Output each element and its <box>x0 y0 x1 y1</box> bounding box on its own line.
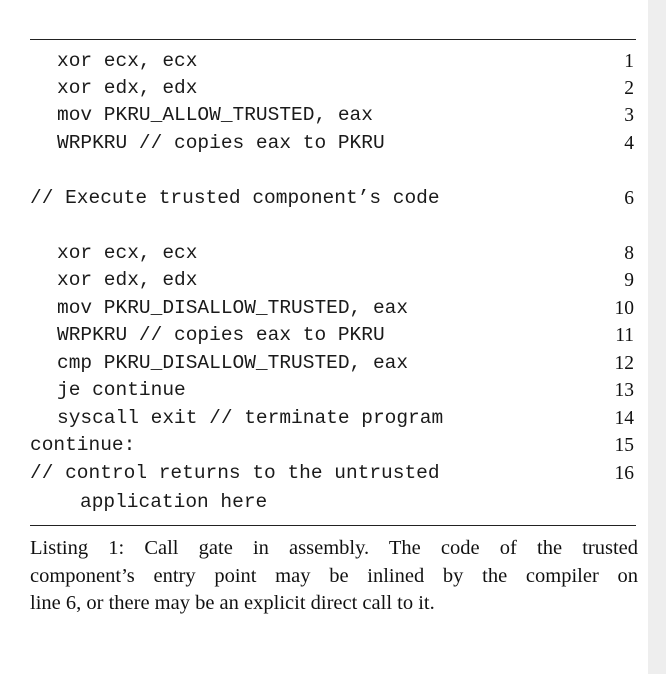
paper-page: xor ecx, ecx 1 xor edx, edx 2 mov PKRU_A… <box>0 39 648 618</box>
code-text: xor edx, edx <box>57 77 198 99</box>
code-comment: // Execute trusted component’s code <box>30 187 440 209</box>
code-line-4: WRPKRU // copies eax to PKRU 4 <box>0 130 648 157</box>
code-line-13: je continue 13 <box>0 377 648 404</box>
code-label: continue: <box>30 434 136 456</box>
code-line-14: syscall exit // terminate program 14 <box>0 405 648 432</box>
line-number: 10 <box>614 298 635 319</box>
line-number: 14 <box>614 408 635 429</box>
line-number: 6 <box>624 188 634 209</box>
code-line-6: // Execute trusted component’s code 6 <box>0 185 648 212</box>
code-line-15: continue: 15 <box>0 432 648 459</box>
line-number: 2 <box>624 78 634 99</box>
code-text: mov PKRU_DISALLOW_TRUSTED, eax <box>57 297 409 319</box>
code-text: xor edx, edx <box>57 269 198 291</box>
code-line-12: cmp PKRU_DISALLOW_TRUSTED, eax 12 <box>0 350 648 377</box>
caption-line: Listing 1: Call gate in assembly. The co… <box>30 537 638 559</box>
listing-top-rule <box>30 39 636 40</box>
code-line-2: xor edx, edx 2 <box>0 75 648 102</box>
code-comment: // control returns to the untrusted <box>30 462 440 484</box>
code-text: syscall exit // terminate program <box>57 407 444 429</box>
code-text: xor ecx, ecx <box>57 50 198 72</box>
line-number: 13 <box>614 380 635 401</box>
line-number: 8 <box>624 243 634 264</box>
caption-line: line 6, or there may be an explicit dire… <box>30 592 435 614</box>
page-edge <box>648 0 666 674</box>
line-number: 3 <box>624 105 634 126</box>
code-line-8: xor ecx, ecx 8 <box>0 240 648 267</box>
code-text: je continue <box>57 379 186 401</box>
code-text: WRPKRU // copies eax to PKRU <box>57 324 385 346</box>
code-line-16-continued: application here <box>0 489 648 516</box>
code-line-9: xor edx, edx 9 <box>0 267 648 294</box>
code-line-10: mov PKRU_DISALLOW_TRUSTED, eax 10 <box>0 295 648 322</box>
line-number: 1 <box>624 51 634 72</box>
code-line-11: WRPKRU // copies eax to PKRU 11 <box>0 322 648 349</box>
code-text: mov PKRU_ALLOW_TRUSTED, eax <box>57 104 373 126</box>
line-number: 4 <box>624 133 634 154</box>
code-text: cmp PKRU_DISALLOW_TRUSTED, eax <box>57 352 409 374</box>
code-line-16: // control returns to the untrusted 16 <box>0 460 648 487</box>
line-number: 11 <box>615 325 634 346</box>
code-line-1: xor ecx, ecx 1 <box>0 48 648 75</box>
line-number: 16 <box>614 463 635 484</box>
line-number: 9 <box>624 270 634 291</box>
code-line-3: mov PKRU_ALLOW_TRUSTED, eax 3 <box>0 102 648 129</box>
line-number: 12 <box>614 353 635 374</box>
caption-line: component’s entry point may be inlined b… <box>30 564 638 587</box>
listing-caption: Listing 1: Call gate in assembly. The co… <box>30 535 638 618</box>
line-number: 15 <box>614 435 635 456</box>
listing-bottom-rule <box>30 525 636 526</box>
code-text: WRPKRU // copies eax to PKRU <box>57 132 385 154</box>
code-text: xor ecx, ecx <box>57 242 198 264</box>
code-comment: application here <box>80 491 268 513</box>
